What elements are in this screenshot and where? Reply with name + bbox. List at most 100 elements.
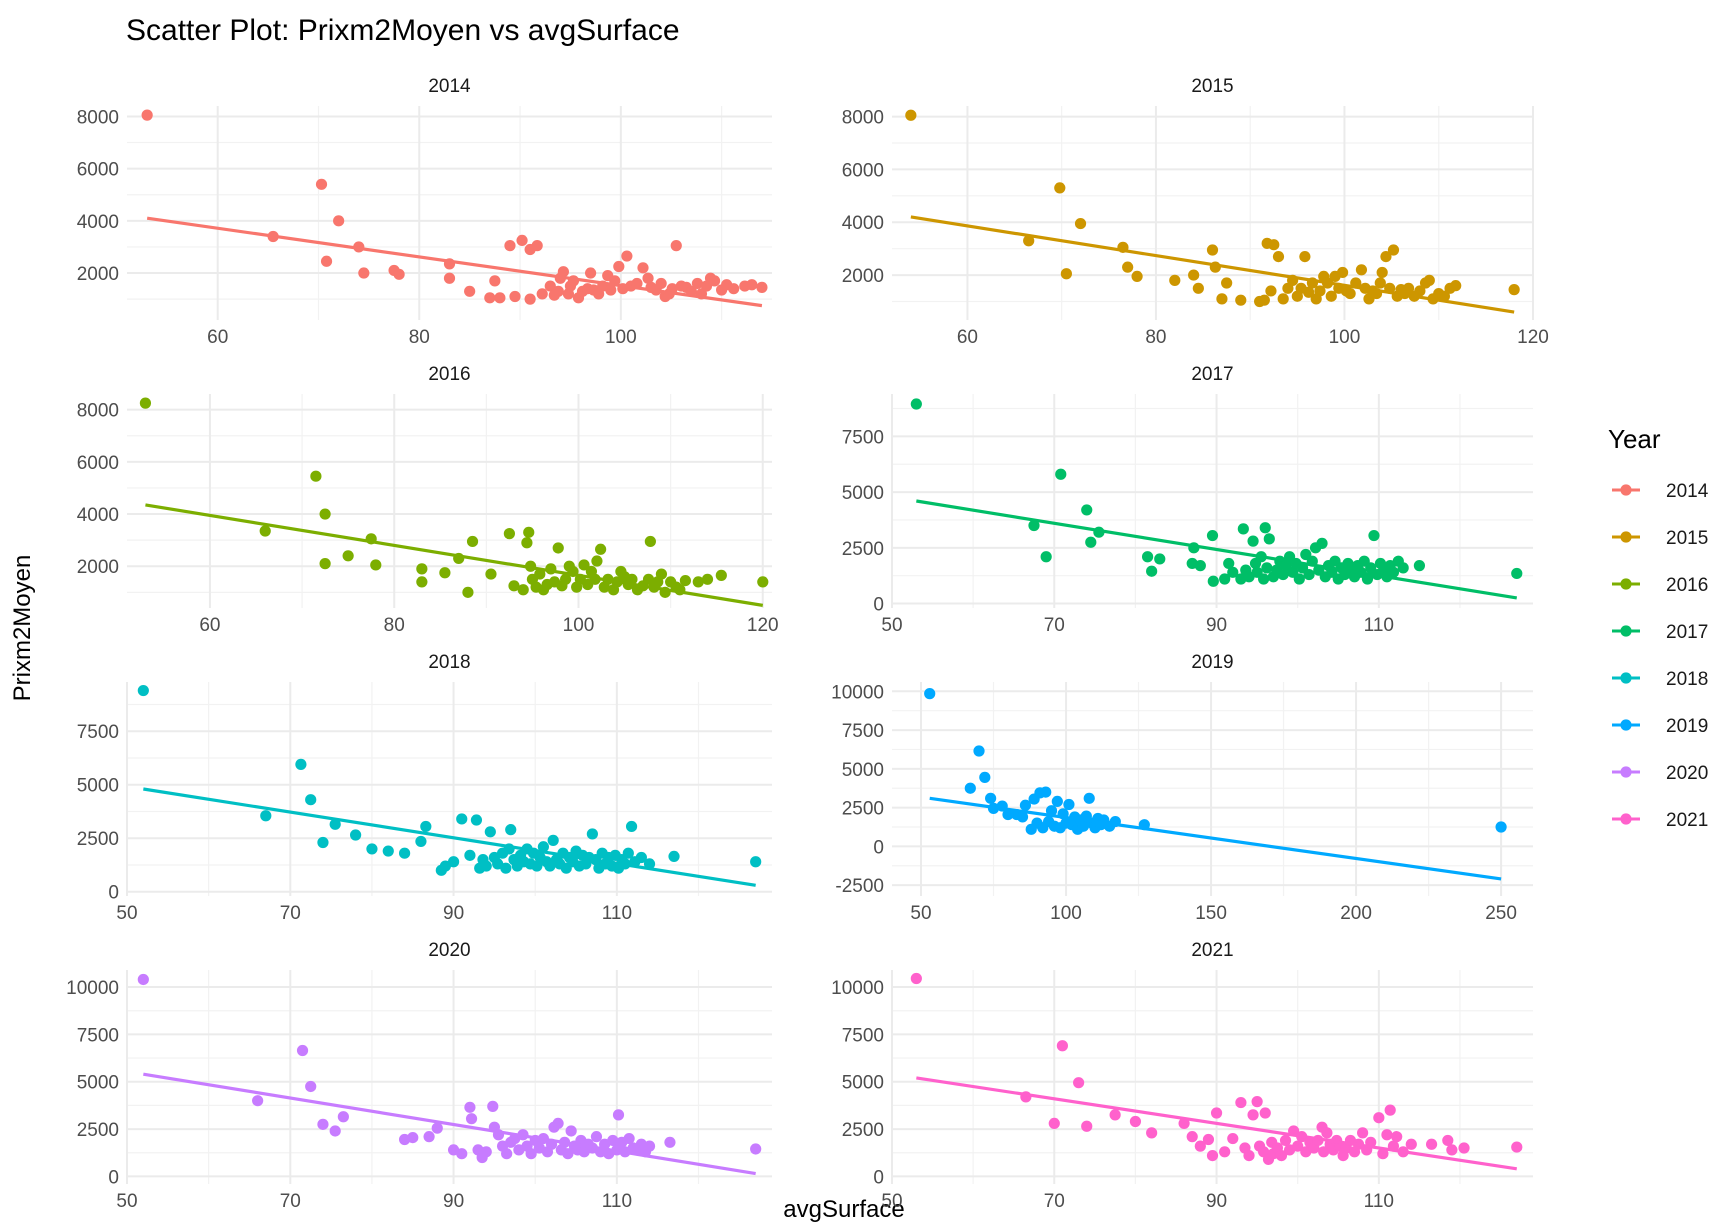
trend-line — [143, 1072, 756, 1176]
data-point — [1109, 1109, 1121, 1121]
data-point — [560, 573, 572, 585]
data-point — [655, 568, 668, 580]
data-point — [465, 1113, 478, 1125]
data-point — [701, 573, 714, 585]
data-point — [578, 559, 590, 571]
data-point — [1336, 266, 1349, 279]
data-point — [1258, 294, 1270, 306]
data-point — [1374, 277, 1386, 289]
data-point — [1325, 290, 1337, 302]
data-point — [489, 275, 501, 287]
data-point — [625, 820, 638, 833]
data-point — [1511, 567, 1523, 580]
data-point — [416, 563, 428, 575]
x-tick-label: 70 — [280, 903, 301, 924]
data-point — [1277, 568, 1289, 581]
data-point — [1263, 533, 1275, 545]
data-point — [1423, 274, 1435, 286]
data-point — [480, 1146, 492, 1158]
data-point — [420, 820, 432, 833]
trend-line — [143, 787, 756, 887]
legend-item-2020: 2020 — [1612, 763, 1708, 784]
data-point — [1279, 1134, 1292, 1147]
data-point — [462, 586, 474, 598]
y-tick-label: 8000 — [77, 107, 119, 128]
facet-2015: 2015 60 80 100 120 2000 4000 6000 8000 — [842, 76, 1549, 348]
facet-2017: 2017 50 70 90 110 0 2500 5000 7500 — [842, 364, 1533, 636]
data-point — [494, 292, 506, 304]
data-point — [1405, 1138, 1417, 1150]
data-point — [1235, 294, 1247, 306]
data-point — [547, 834, 559, 846]
data-point — [317, 836, 329, 849]
data-point — [973, 745, 985, 757]
data-point — [1054, 182, 1066, 194]
data-point — [1265, 285, 1277, 297]
data-point — [708, 275, 721, 287]
data-point — [910, 398, 922, 410]
y-tick-label: 2500 — [77, 1120, 119, 1141]
data-point — [595, 543, 607, 555]
y-tick-label: -2500 — [835, 876, 884, 897]
data-point — [985, 792, 997, 804]
data-point — [508, 580, 520, 592]
data-point — [537, 841, 549, 853]
data-point — [1221, 277, 1233, 289]
x-axis-label: avgSurface — [783, 1196, 904, 1223]
data-point — [1178, 1117, 1190, 1129]
data-point — [1219, 573, 1231, 585]
legend-label: 2018 — [1666, 669, 1708, 690]
data-point — [905, 109, 917, 121]
y-tick-label: 5000 — [842, 483, 884, 504]
data-point — [586, 828, 598, 840]
data-point — [655, 277, 667, 290]
data-point — [358, 267, 370, 279]
data-point — [1207, 575, 1219, 587]
data-point — [643, 1140, 656, 1152]
data-point — [584, 267, 597, 279]
legend-item-2014: 2014 — [1612, 481, 1709, 502]
data-point — [525, 1148, 537, 1160]
data-point — [407, 1132, 419, 1144]
data-point — [1361, 573, 1374, 585]
data-point — [1019, 799, 1032, 811]
data-point — [415, 835, 427, 848]
data-point — [750, 1143, 762, 1155]
legend-key-point — [1620, 484, 1632, 496]
x-tick-label: 200 — [1340, 903, 1372, 924]
data-point — [456, 813, 468, 825]
data-point — [552, 1117, 564, 1129]
data-point — [1154, 553, 1166, 565]
x-tick-label: 100 — [1329, 327, 1361, 348]
data-point — [531, 860, 543, 872]
data-point — [1227, 1132, 1239, 1145]
data-point — [1251, 1096, 1263, 1108]
data-point — [139, 397, 152, 409]
data-point — [1074, 217, 1087, 230]
x-tick-label: 70 — [1044, 615, 1065, 636]
x-tick-label: 110 — [602, 903, 632, 924]
facet-2021: 2021 50 70 90 110 0 2500 5000 7500 10000 — [831, 940, 1533, 1212]
data-point — [1141, 551, 1154, 563]
data-point — [1450, 280, 1462, 292]
y-axis-label: Prixm2Moyen — [9, 555, 36, 702]
data-point — [536, 288, 548, 300]
x-tick-label: 60 — [207, 327, 228, 348]
legend-key-point — [1620, 672, 1632, 684]
data-point — [1381, 1129, 1393, 1141]
data-point — [366, 843, 378, 855]
y-tick-label: 6000 — [77, 160, 119, 181]
x-tick-label: 70 — [1044, 1191, 1065, 1212]
data-point — [1085, 536, 1097, 548]
x-tick-label: 100 — [1050, 903, 1082, 924]
data-point — [1511, 1141, 1523, 1153]
data-point — [524, 293, 536, 305]
x-tick-label: 90 — [1206, 615, 1227, 636]
data-point — [517, 584, 529, 596]
data-point — [504, 240, 516, 252]
data-point — [137, 684, 149, 697]
data-point — [607, 1134, 619, 1147]
data-point — [456, 1148, 468, 1160]
data-point — [1028, 519, 1040, 532]
data-point — [565, 1125, 577, 1137]
